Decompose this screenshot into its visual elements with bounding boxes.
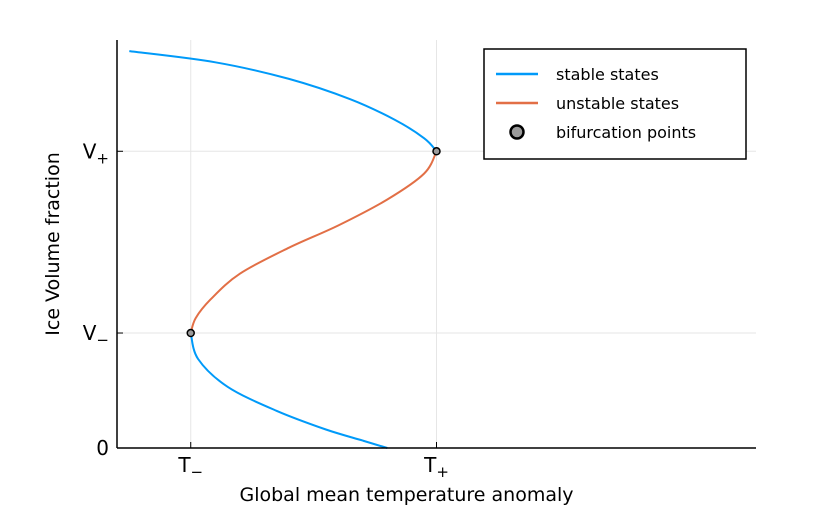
bifurcation-point-1 <box>432 147 441 156</box>
x-tick-label-1: T+ <box>423 453 449 481</box>
points-layer <box>186 147 441 338</box>
x-axis-title: Global mean temperature anomaly <box>239 484 573 506</box>
series-layer <box>129 50 438 449</box>
x-tick-label-0: T− <box>177 453 203 481</box>
series-line-2 <box>189 332 388 449</box>
legend-label-2: bifurcation points <box>556 123 696 142</box>
y-tick-label-1: V− <box>83 321 109 349</box>
y-tick-label-2: V+ <box>83 139 109 167</box>
legend-label-1: unstable states <box>556 94 679 113</box>
legend-label-0: stable states <box>556 65 659 84</box>
y-axis-title: Ice Volume fraction <box>42 152 64 335</box>
series-line-0 <box>129 50 438 152</box>
bifurcation-point-0 <box>186 328 195 338</box>
legend-items: stable states unstable states bifurcation … <box>496 65 696 142</box>
legend-swatch-2 <box>509 124 525 140</box>
y-tick-label-0: 0 <box>96 436 109 460</box>
legend: stable states unstable states bifurcation … <box>483 48 747 160</box>
series-line-1 <box>189 150 438 334</box>
ticks-layer: T− T+ 0 V− V+ <box>83 139 449 481</box>
